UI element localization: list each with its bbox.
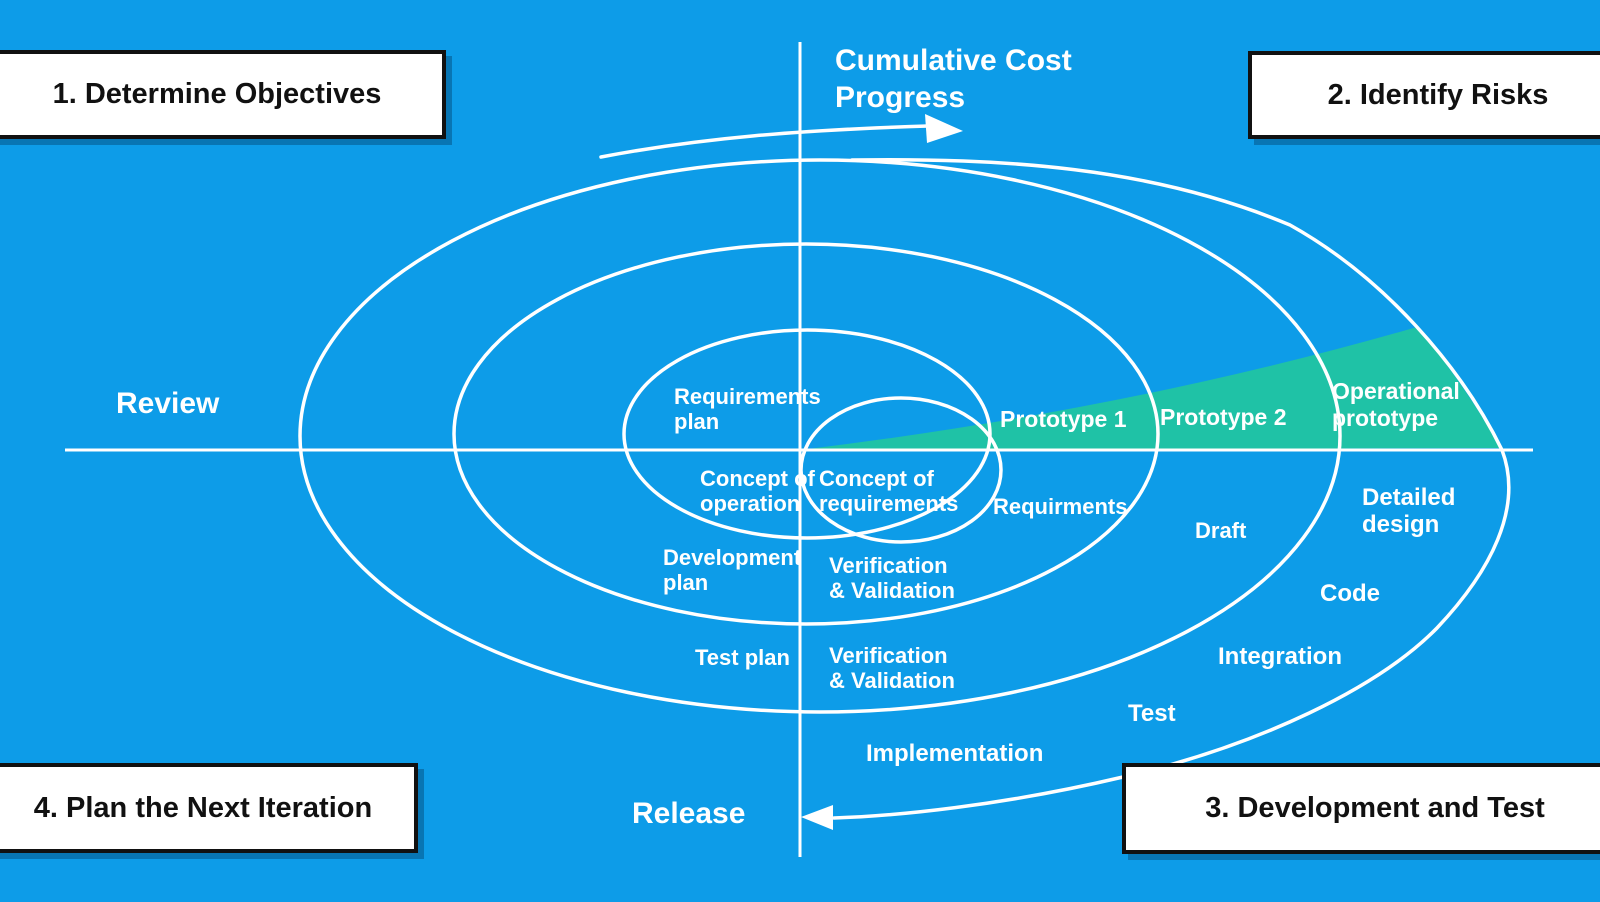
draft-label: Draft <box>1195 518 1247 543</box>
implementation-label: Implementation <box>866 740 1044 767</box>
integration-label: Integration <box>1218 643 1342 670</box>
verification-validation-2-label: Verification & Validation <box>829 643 955 693</box>
release-label: Release <box>632 797 746 830</box>
spiral-outer-loop <box>832 157 1511 820</box>
prototype-1-label: Prototype 1 <box>1000 406 1127 432</box>
concept-of-operation-label: Concept of operation <box>700 466 815 516</box>
determine-objectives-box-label: 1. Determine Objectives <box>52 78 382 110</box>
development-and-test-box-label: 3. Development and Test <box>1205 792 1545 824</box>
prototype-wedge-shape <box>800 327 1500 450</box>
cumulative-cost-arrow <box>599 124 930 159</box>
spiral-loop-2 <box>622 328 992 540</box>
release-arrowhead-icon <box>801 805 833 830</box>
spiral-loop-4 <box>298 158 1342 714</box>
concept-of-requirements-label: Concept of requirements <box>819 466 959 516</box>
review-label: Review <box>116 387 220 420</box>
plan-next-iteration-box: 4. Plan the Next Iteration <box>0 763 418 853</box>
cumulative-cost-arrowhead-icon <box>925 114 963 143</box>
spiral-loop-3 <box>452 242 1160 626</box>
code-label: Code <box>1320 580 1380 607</box>
determine-objectives-box: 1. Determine Objectives <box>0 50 446 139</box>
requirments-label: Requirments <box>993 494 1128 519</box>
verification-validation-1-label: Verification & Validation <box>829 553 955 603</box>
cumulative-cost-label: Cumulative Cost Progress <box>835 44 1072 114</box>
test-label: Test <box>1128 700 1176 727</box>
prototype-2-label: Prototype 2 <box>1160 404 1287 430</box>
test-plan-label: Test plan <box>695 645 790 670</box>
identify-risks-box: 2. Identify Risks <box>1248 51 1600 139</box>
operational-prototype-label: Operational prototype <box>1332 378 1460 431</box>
development-plan-label: Development plan <box>663 545 802 595</box>
detailed-design-label: Detailed design <box>1362 484 1456 538</box>
plan-next-iteration-box-label: 4. Plan the Next Iteration <box>33 791 373 824</box>
identify-risks-box-label: 2. Identify Risks <box>1327 78 1549 111</box>
development-and-test-box: 3. Development and Test <box>1122 763 1600 854</box>
requirements-plan-label: Requirements plan <box>674 384 821 434</box>
